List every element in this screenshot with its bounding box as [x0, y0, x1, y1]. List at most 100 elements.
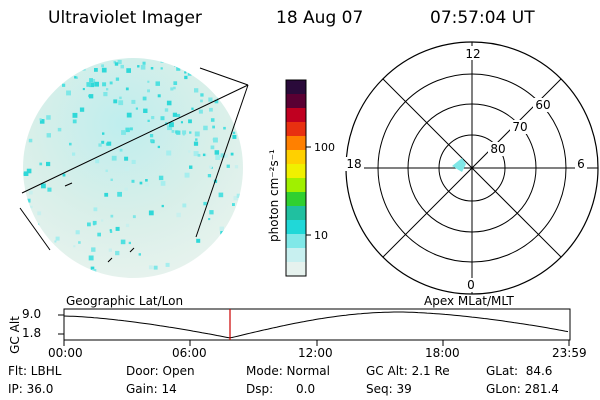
glon-value: GLon: 281.4	[486, 382, 559, 396]
colorbar-segment	[286, 164, 306, 179]
aurora-speckle	[135, 107, 138, 110]
aurora-speckle	[212, 65, 216, 69]
aurora-speckle	[32, 63, 35, 66]
colorbar-segment	[286, 248, 306, 263]
aurora-speckle	[230, 152, 234, 156]
aurora-speckle	[62, 83, 66, 87]
aurora-speckle	[142, 61, 146, 65]
aurora-speckle	[231, 101, 236, 106]
lat-label-80: 80	[490, 142, 505, 156]
time-tick-label: 18:00	[425, 346, 460, 360]
aurora-speckle	[220, 153, 225, 158]
aurora-speckle	[47, 187, 52, 192]
aurora-speckle	[37, 211, 42, 216]
aurora-speckle	[80, 61, 83, 64]
aurora-speckle	[109, 81, 113, 85]
aurora-speckle	[46, 115, 51, 120]
aurora-speckle	[196, 238, 201, 243]
aurora-speckle	[101, 64, 104, 68]
aurora-speckle	[224, 154, 228, 158]
aurora-speckle	[208, 82, 213, 86]
aurora-speckle	[170, 87, 174, 91]
aurora-speckle	[225, 97, 229, 102]
colorbar-tick-label-10: 10	[314, 229, 328, 242]
aurora-speckle	[109, 230, 113, 233]
aurora-speckle	[200, 93, 204, 97]
aurora-speckle	[233, 195, 238, 201]
aurora-speckle	[89, 94, 94, 99]
aurora-speckle	[74, 76, 77, 79]
geographic-caption: Geographic Lat/Lon	[66, 294, 184, 308]
aurora-speckle	[230, 97, 235, 102]
aurora-speckle	[124, 187, 128, 191]
aurora-speckle	[155, 81, 160, 86]
aurora-speckle	[208, 218, 211, 221]
aurora-speckle	[176, 62, 181, 66]
aurora-speckle	[39, 118, 42, 121]
colorbar: 100 10 photon cm⁻²s⁻¹	[267, 79, 335, 277]
aurora-speckle	[125, 127, 130, 133]
aurora-speckle	[165, 262, 170, 267]
aurora-speckle	[210, 118, 215, 122]
aurora-speckle	[203, 125, 208, 131]
aurora-speckle	[115, 77, 120, 81]
aurora-speckle	[34, 83, 39, 88]
aurora-speckle	[93, 223, 96, 226]
seq-value: Seq: 39	[366, 382, 412, 396]
aurora-speckle	[198, 109, 203, 114]
aurora-speckle	[171, 130, 175, 133]
aurora-speckle	[48, 261, 53, 266]
aurora-speckle	[212, 125, 215, 129]
aurora-speckle	[124, 166, 129, 171]
aurora-speckle	[88, 255, 94, 261]
aurora-speckle	[102, 132, 105, 135]
aurora-speckle	[207, 174, 212, 178]
aurora-speckle	[147, 89, 150, 93]
aurora-speckle	[93, 207, 98, 212]
aurora-speckle	[90, 266, 95, 271]
alt-axis-label: GC Alt	[7, 316, 22, 354]
aurora-speckle	[174, 62, 179, 67]
aurora-speckle	[194, 131, 200, 137]
aurora-speckle	[169, 59, 173, 62]
aurora-speckle	[72, 112, 78, 118]
mlt-label-18: 18	[346, 157, 361, 171]
observation-date: 18 Aug 07	[276, 8, 364, 28]
aurora-speckle	[184, 172, 190, 178]
aurora-speckle	[39, 63, 44, 69]
aurora-speckle	[160, 181, 166, 186]
aurora-speckle	[157, 145, 160, 149]
aurora-speckle	[191, 107, 194, 110]
aurora-speckle	[73, 245, 76, 248]
colorbar-segment	[286, 108, 306, 123]
alt-axis-label-wrap: GC Alt	[0, 316, 22, 354]
aurora-speckle	[35, 265, 40, 270]
aurora-speckle	[126, 68, 131, 73]
aurora-speckle	[72, 58, 76, 62]
glat-value: GLat: 84.6	[486, 364, 553, 378]
time-tick-label: 12:00	[298, 346, 333, 360]
aurora-speckle	[102, 82, 107, 87]
aurora-speckle	[41, 183, 46, 189]
aurora-speckle	[78, 241, 81, 244]
aurora-speckle	[193, 151, 199, 157]
aurora-speckle	[137, 65, 140, 68]
aurora-speckle	[218, 192, 224, 198]
mode-value: Mode: Normal	[246, 364, 330, 378]
aurora-speckle	[75, 230, 80, 235]
aurora-speckle	[172, 58, 177, 62]
colorbar-segment	[286, 262, 306, 277]
aurora-speckle	[119, 148, 123, 152]
aurora-speckle	[237, 65, 241, 69]
alt-tick-label-low: 1.8	[22, 326, 42, 340]
aurora-speckle	[210, 145, 215, 150]
aurora-speckle	[200, 99, 203, 103]
door-value: Door: Open	[126, 364, 195, 378]
aurora-speckle	[113, 60, 117, 64]
dsp-value: Dsp: 0.0	[246, 382, 316, 396]
colorbar-unit-label: photon cm⁻²s⁻¹	[267, 149, 281, 242]
mlt-label-12: 12	[465, 47, 480, 61]
aurora-speckle	[203, 201, 207, 206]
aurora-speckle	[166, 150, 172, 156]
aurora-speckle	[131, 99, 136, 104]
